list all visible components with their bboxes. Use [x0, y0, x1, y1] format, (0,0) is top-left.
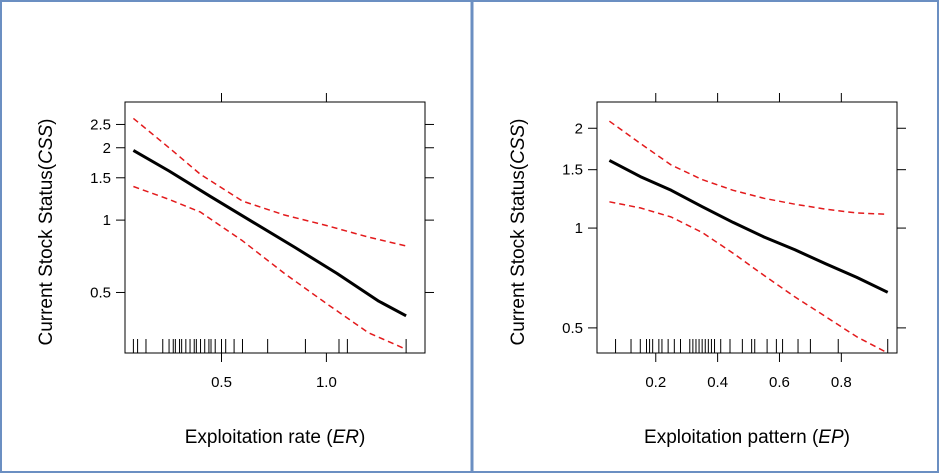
plot-box: [124, 101, 426, 354]
x-tick-label: 1.0: [316, 374, 337, 391]
x-tick-label: 0.8: [831, 374, 852, 391]
rug-layer: [615, 339, 889, 353]
series-layer: [132, 117, 407, 350]
fitted-line: [132, 149, 407, 318]
confidence-band-lower: [133, 185, 407, 350]
y-tick-label: 0.5: [562, 320, 583, 337]
series-layer: [608, 120, 889, 354]
chart-panel-exploitation-rate: 0.5 1.0 0.5 1 1.5 2 2.5 Exploitation rate (ER)…: [36, 93, 434, 448]
chart-panel-exploitation-pattern: 0.2 0.4 0.6 0.8 0.5 1 1.5 2 Exploitation patter…: [508, 93, 906, 448]
y-tick-label: 2.5: [90, 116, 111, 133]
x-tick-label: 0.5: [211, 374, 232, 391]
y-tick-label: 1.5: [90, 170, 111, 187]
fitted-line: [608, 159, 889, 294]
y-axis-title: Current Stock Status(CSS): [508, 118, 529, 345]
y-tick-label: 1: [575, 220, 583, 237]
x-axis-title: Exploitation pattern (EP): [644, 427, 850, 448]
y-axis-title: Current Stock Status(CSS): [36, 118, 57, 345]
rug-layer: [132, 339, 407, 353]
y-tick-label: 0.5: [90, 284, 111, 301]
confidence-band-upper: [132, 117, 407, 247]
y-tick-label: 1: [103, 212, 111, 229]
tick-layer: 0.5 1.0 0.5 1 1.5 2 2.5: [90, 93, 434, 391]
x-tick-label: 0.2: [645, 374, 666, 391]
plot-box: [596, 101, 898, 354]
y-tick-label: 2: [575, 120, 583, 137]
y-tick-label: 1.5: [562, 162, 583, 179]
confidence-band-upper: [608, 120, 888, 216]
confidence-band-lower: [609, 201, 889, 354]
y-tick-label: 2: [103, 140, 111, 157]
tick-layer: 0.2 0.4 0.6 0.8 0.5 1 1.5 2: [562, 93, 906, 391]
x-axis-title: Exploitation rate (ER): [185, 427, 366, 448]
x-tick-label: 0.4: [707, 374, 728, 391]
x-tick-label: 0.6: [769, 374, 790, 391]
